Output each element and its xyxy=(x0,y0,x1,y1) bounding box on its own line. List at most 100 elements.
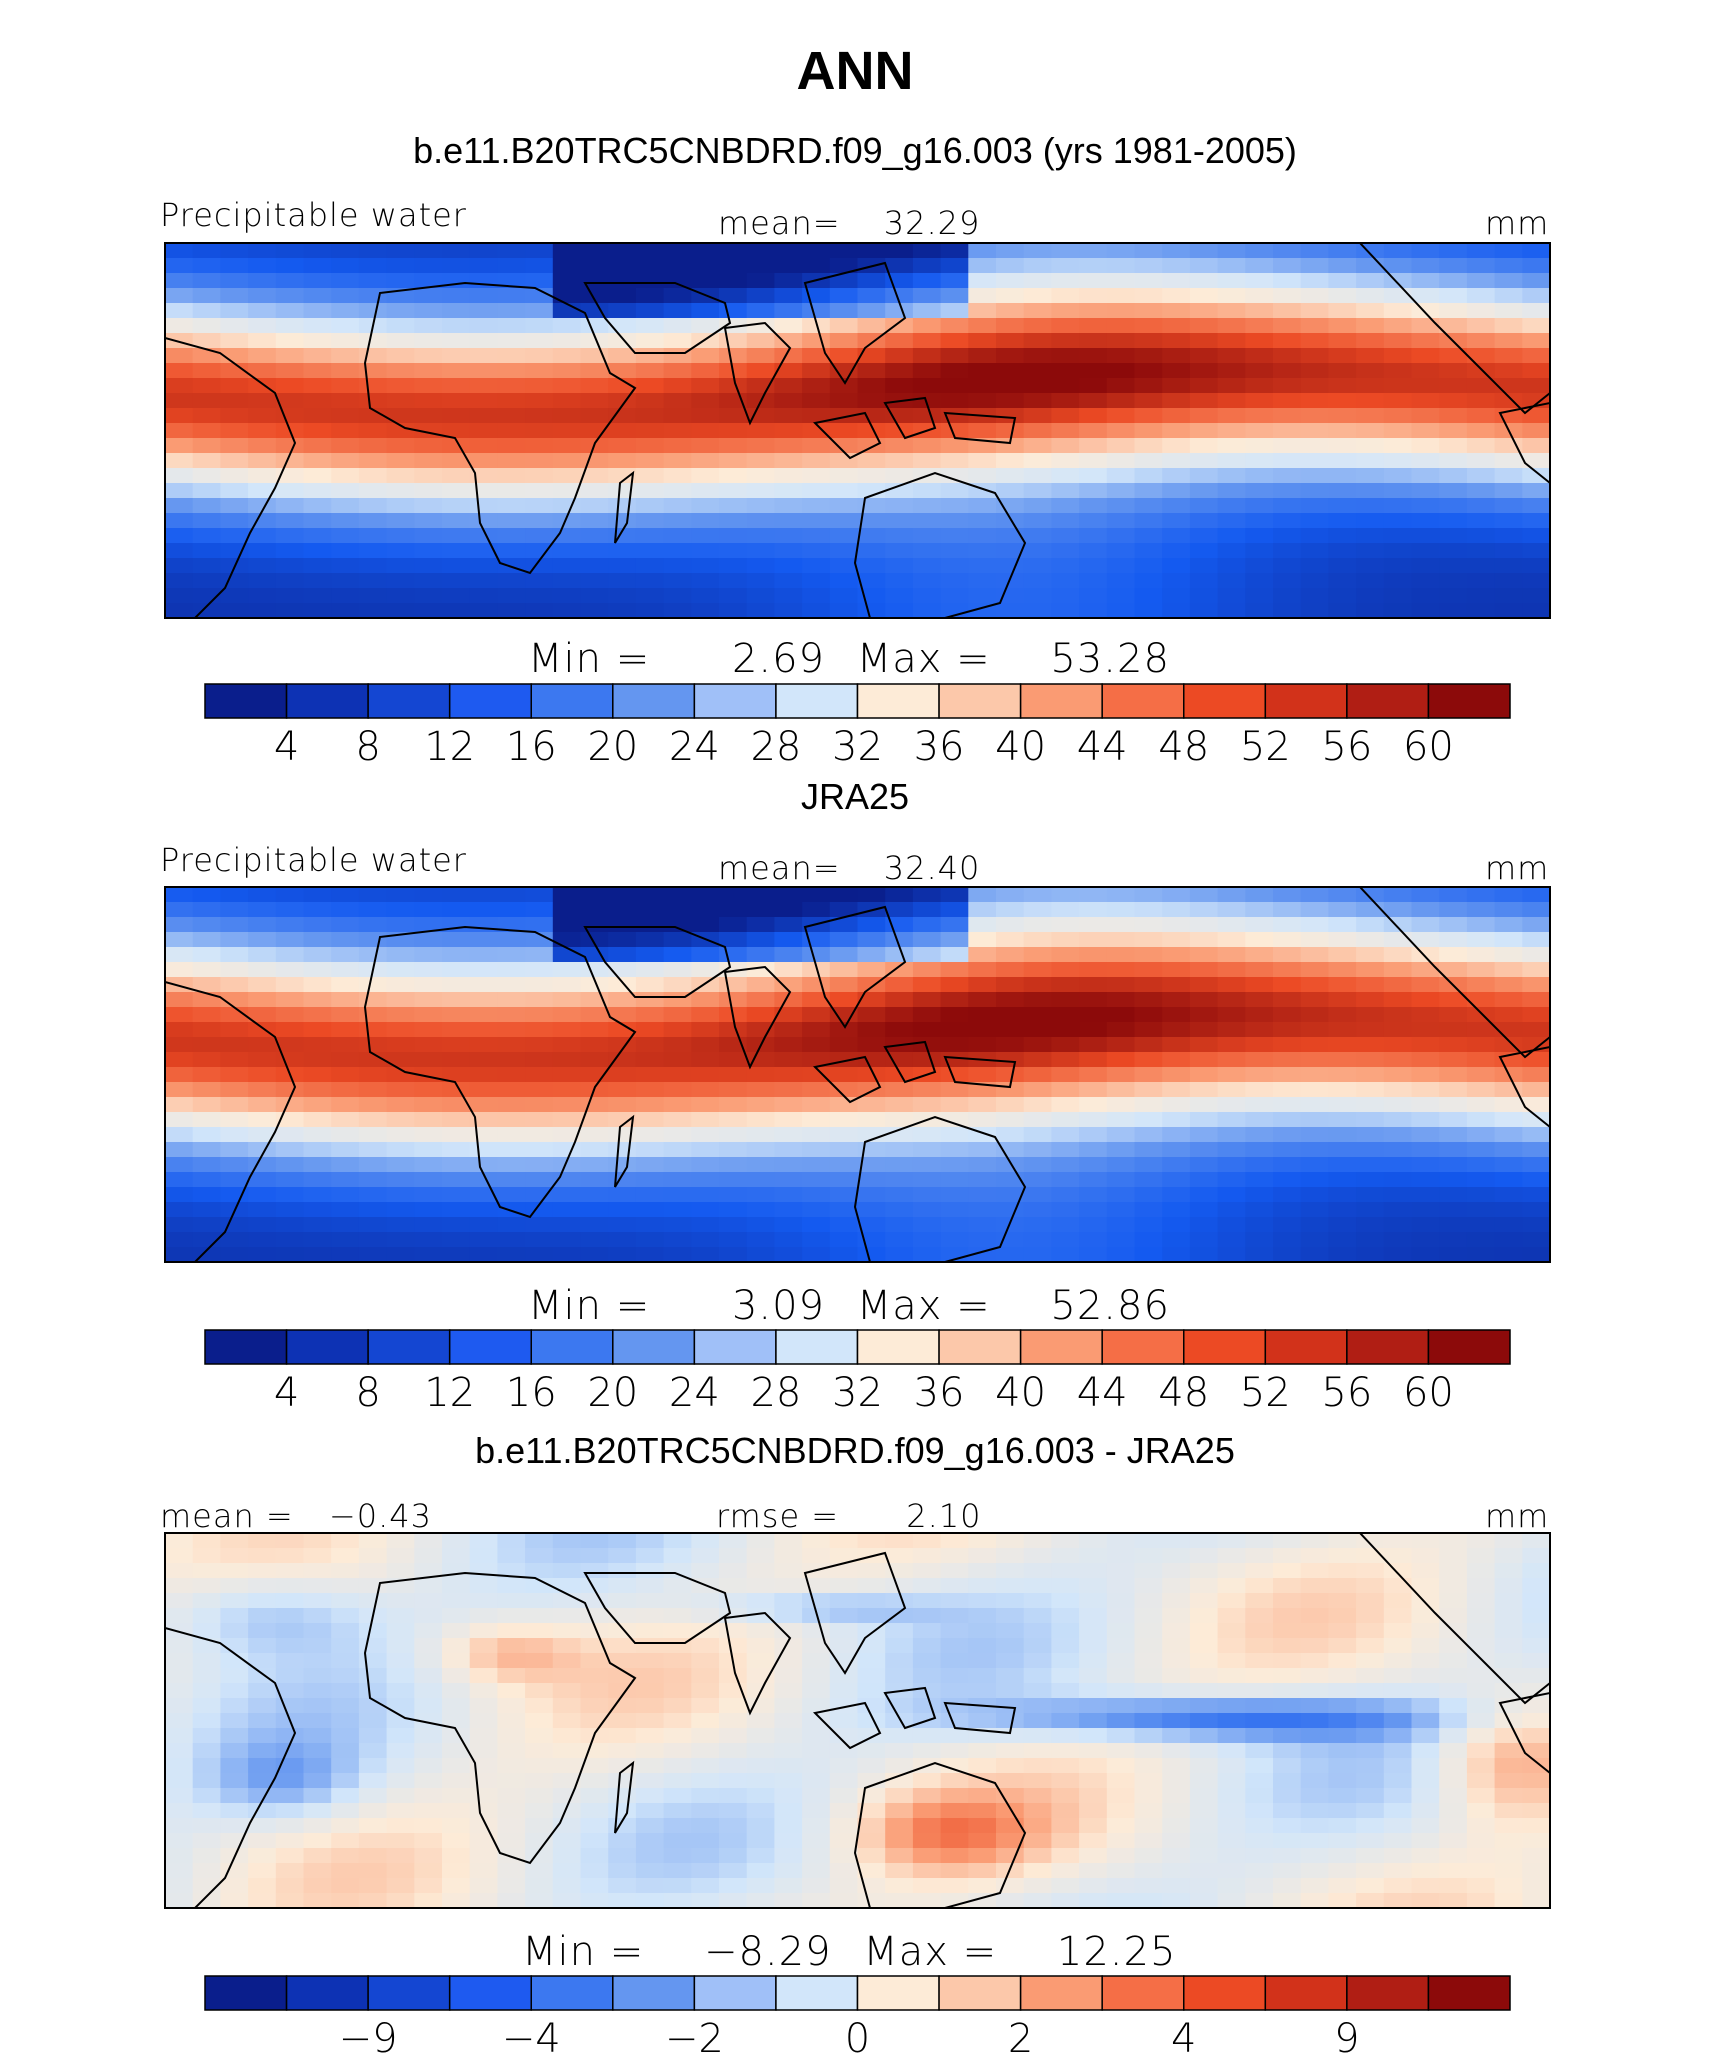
panel1-field-cell xyxy=(691,483,720,499)
panel1-field-cell xyxy=(1106,483,1136,499)
panel3-field-cell xyxy=(1466,1863,1496,1879)
panel2-field-cell xyxy=(525,1022,554,1038)
panel1-field-cell xyxy=(802,498,831,514)
panel2-field-cell xyxy=(1439,1022,1468,1038)
panel1-field-cell xyxy=(303,453,332,469)
panel1-field-cell xyxy=(1522,303,1550,319)
panel1-field-cell xyxy=(1466,243,1496,259)
panel2-field-cell xyxy=(829,1112,859,1128)
panel3-field-cell xyxy=(1411,1698,1440,1714)
panel2-field-cell xyxy=(1300,902,1329,918)
panel3-field-cell xyxy=(635,1593,665,1609)
panel3-field xyxy=(165,1533,1550,1908)
panel2-field-cell xyxy=(165,932,194,948)
panel3-field-cell xyxy=(1383,1638,1413,1654)
panel1-field-cell xyxy=(1300,273,1329,289)
panel1-field-cell xyxy=(192,573,221,589)
panel3-field-cell xyxy=(580,1683,609,1699)
colorbar-tick-label: 8 xyxy=(355,1370,380,1416)
panel1-field-cell xyxy=(414,333,443,349)
panel3-field-cell xyxy=(192,1668,221,1684)
panel1-field-cell xyxy=(1023,288,1052,304)
panel2-field-cell xyxy=(1023,1097,1052,1113)
panel2-field-cell xyxy=(940,1097,969,1113)
colorbar-swatch xyxy=(612,1975,696,2011)
panel3-field-cell xyxy=(248,1803,277,1819)
panel1-field-cell xyxy=(525,273,554,289)
colorbar-swatch xyxy=(1427,1329,1511,1365)
panel2-field-cell xyxy=(165,1172,194,1188)
panel2-field-cell xyxy=(746,1187,775,1203)
panel3-field-cell xyxy=(1466,1578,1496,1594)
panel1-field-cell xyxy=(968,363,997,379)
panel3-field-cell xyxy=(968,1758,997,1774)
panel1-field-cell xyxy=(552,513,582,529)
panel2-field-cell xyxy=(1106,1142,1136,1158)
panel2-field-cell xyxy=(940,977,969,993)
panel1-field-cell xyxy=(192,273,221,289)
panel1-field-cell xyxy=(1106,258,1136,274)
panel2-field-cell xyxy=(331,1247,360,1262)
panel2-field-cell xyxy=(358,1022,388,1038)
panel1-field-cell xyxy=(442,318,471,334)
panel1-field-cell xyxy=(331,258,360,274)
panel3-field-cell xyxy=(1023,1773,1052,1789)
panel3-field-cell xyxy=(663,1788,692,1804)
panel3-title: b.e11.B20TRC5CNBDRD.f09_g16.003 - JRA25 xyxy=(475,1430,1235,1471)
panel2-field-cell xyxy=(1300,962,1329,978)
panel1-field-cell xyxy=(442,483,471,499)
panel2-field-cell xyxy=(1134,977,1163,993)
panel2-field-cell xyxy=(1328,977,1357,993)
panel3-field-cell xyxy=(414,1533,443,1549)
panel2-field-cell xyxy=(1383,917,1413,933)
panel1-field-cell xyxy=(414,513,443,529)
panel3-field-cell xyxy=(220,1698,249,1714)
panel2-field-cell xyxy=(331,962,360,978)
panel1-field-cell xyxy=(331,498,360,514)
panel1-field-cell xyxy=(663,468,692,484)
panel3-field-cell xyxy=(1245,1833,1274,1849)
panel2-field-cell xyxy=(1411,917,1440,933)
panel1-field-cell xyxy=(1189,423,1219,439)
panel1-field-cell xyxy=(386,513,415,529)
panel3-field-cell xyxy=(1466,1773,1496,1789)
colorbar-tick-label: −4 xyxy=(502,2016,561,2062)
panel2-field-cell xyxy=(358,902,388,918)
panel3-field-cell xyxy=(220,1563,249,1579)
panel1-field-cell xyxy=(1411,573,1440,589)
panel2-field-cell xyxy=(746,887,775,903)
panel1-field-cell xyxy=(663,378,692,394)
panel3-field-cell xyxy=(414,1818,443,1834)
panel3-field-cell xyxy=(1106,1848,1136,1864)
panel3-field-cell xyxy=(469,1698,498,1714)
panel1-field-cell xyxy=(331,318,360,334)
panel1-field-cell xyxy=(275,363,305,379)
panel1-field-cell xyxy=(414,258,443,274)
panel2-field-cell xyxy=(802,1097,831,1113)
panel3-field-cell xyxy=(802,1533,831,1549)
panel1-field-cell xyxy=(885,438,914,454)
panel3-field-cell xyxy=(719,1863,748,1879)
panel1-field-cell xyxy=(1522,513,1550,529)
panel1-field-cell xyxy=(940,258,969,274)
panel3-field-cell xyxy=(1439,1728,1468,1744)
panel1-field-cell xyxy=(1522,408,1550,424)
panel2-field-cell xyxy=(1106,902,1136,918)
panel3-field-cell xyxy=(275,1863,305,1879)
panel3-field-cell xyxy=(1273,1773,1302,1789)
panel2-field-cell xyxy=(885,902,914,918)
panel1-field-cell xyxy=(192,303,221,319)
panel3-field-cell xyxy=(165,1848,194,1864)
panel1-field-cell xyxy=(331,588,360,604)
panel3-field-cell xyxy=(968,1653,997,1669)
panel3-field-cell xyxy=(469,1593,498,1609)
panel2-field-cell xyxy=(248,1052,277,1068)
panel1-field-cell xyxy=(1494,468,1523,484)
panel2-field-cell xyxy=(303,1247,332,1262)
panel3-field-cell xyxy=(525,1743,554,1759)
panel3-field-cell xyxy=(774,1848,803,1864)
panel1-field-cell xyxy=(192,438,221,454)
panel2-field-cell xyxy=(1106,1097,1136,1113)
panel3-field-cell xyxy=(248,1653,277,1669)
panel2-field-cell xyxy=(552,1202,582,1218)
